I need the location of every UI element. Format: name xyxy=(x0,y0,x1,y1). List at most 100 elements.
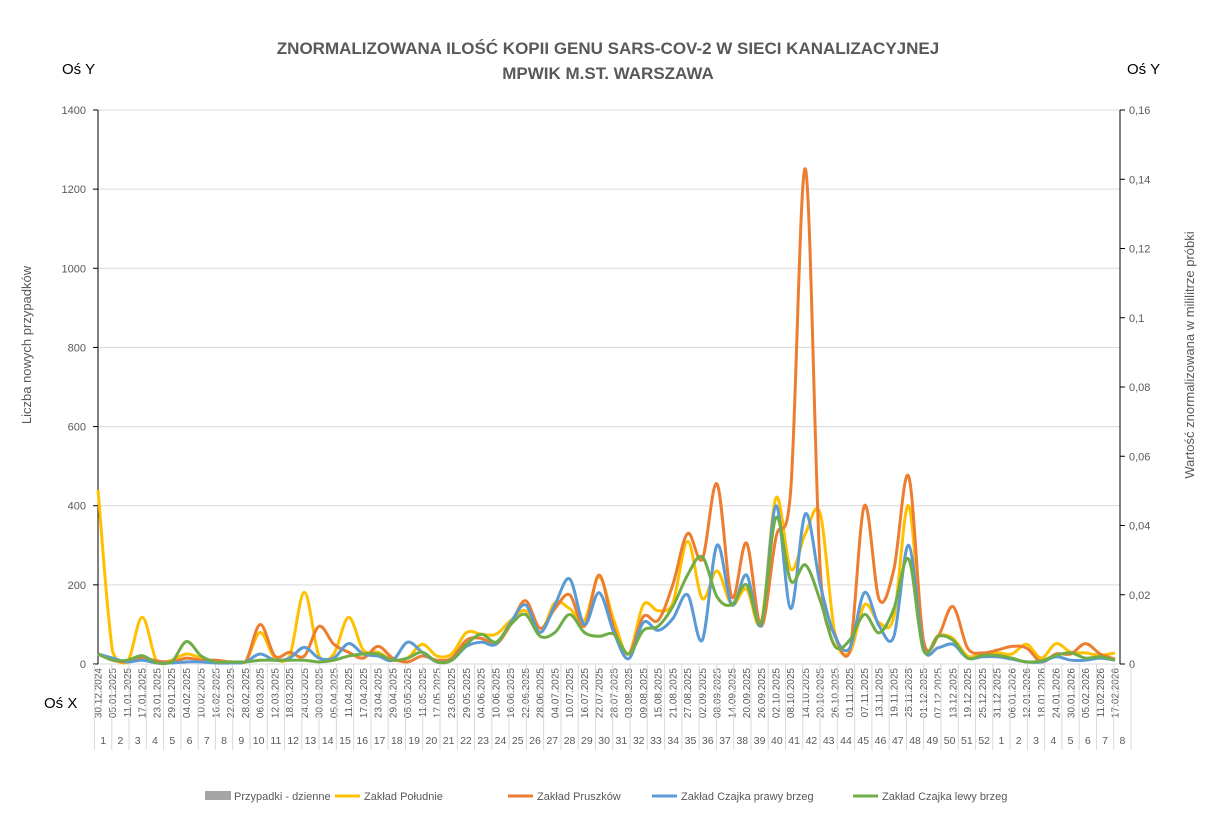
x-date-label: 09.08.2025 xyxy=(639,668,650,718)
week-number-label: 26 xyxy=(529,735,541,747)
week-number-label: 6 xyxy=(187,735,193,747)
week-number-label: 5 xyxy=(169,735,175,747)
week-number-label: 39 xyxy=(754,735,766,747)
week-number-label: 4 xyxy=(152,735,158,747)
week-number-label: 33 xyxy=(650,735,662,747)
week-number-label: 11 xyxy=(270,735,281,747)
left-tick-label: 1000 xyxy=(62,263,86,275)
week-number-label: 31 xyxy=(616,735,628,747)
right-axis-ticks: 0 0,02 0,04 0,06 0,08 0,1 0,12 0,14 0,16 xyxy=(1119,105,1150,671)
week-number-label: 44 xyxy=(840,735,852,747)
gridlines xyxy=(98,109,1120,665)
legend-label-1: Zakład Południe xyxy=(364,791,443,803)
x-date-label: 11.01.2025 xyxy=(123,668,134,718)
week-number-label: 43 xyxy=(823,735,835,747)
week-number-label: 51 xyxy=(961,735,973,747)
x-date-label: 02.10.2025 xyxy=(772,668,783,718)
week-number-label: 10 xyxy=(253,735,265,747)
x-date-label: 05.05.2025 xyxy=(403,668,414,718)
x-date-label: 12.03.2025 xyxy=(270,668,281,718)
x-date-label: 29.01.2025 xyxy=(167,668,178,718)
x-date-label: 11.04.2025 xyxy=(344,668,355,718)
x-date-label: 30.03.2025 xyxy=(315,668,326,718)
x-date-label: 16.02.2025 xyxy=(211,668,222,718)
left-tick-label: 200 xyxy=(68,580,86,592)
left-tick-label: 0 xyxy=(80,659,86,671)
week-number-label: 2 xyxy=(117,735,123,747)
week-number-label: 21 xyxy=(443,735,455,747)
week-number-label: 46 xyxy=(875,735,887,747)
week-number-label: 28 xyxy=(564,735,576,747)
left-axis-title: Liczba nowych przypadków xyxy=(19,265,34,424)
x-date-label: 07.12.2025 xyxy=(934,668,945,718)
right-tick-label: 0,14 xyxy=(1129,174,1150,186)
x-date-label: 04.02.2025 xyxy=(182,668,193,718)
left-tick-label: 600 xyxy=(68,422,86,434)
week-number-label: 40 xyxy=(771,735,783,747)
x-date-label: 10.02.2025 xyxy=(197,668,208,718)
week-number-label: 42 xyxy=(806,735,818,747)
week-number-label: 19 xyxy=(408,735,420,747)
x-axis-caption: Oś X xyxy=(44,695,77,712)
x-date-label: 08.10.2025 xyxy=(786,668,797,718)
week-number-label: 25 xyxy=(512,735,524,747)
week-number-label: 14 xyxy=(322,735,334,747)
x-date-label: 25.12.2025 xyxy=(978,668,989,718)
x-date-label: 18.01.2026 xyxy=(1037,668,1048,718)
week-number-label: 23 xyxy=(477,735,489,747)
x-date-label: 28.07.2025 xyxy=(609,668,620,718)
x-date-label: 31.12.2025 xyxy=(993,668,1004,718)
week-number-label: 20 xyxy=(426,735,438,747)
x-date-label: 23.01.2025 xyxy=(152,668,163,718)
x-date-label: 24.03.2025 xyxy=(300,668,311,718)
x-date-label: 22.07.2025 xyxy=(595,668,606,718)
x-date-label: 26.09.2025 xyxy=(757,668,768,718)
legend-swatch-0 xyxy=(205,791,231,800)
left-axis-caption: Oś Y xyxy=(62,61,95,78)
week-number-label: 3 xyxy=(1033,735,1039,747)
x-date-label: 05.02.2026 xyxy=(1081,668,1092,718)
week-number-label: 6 xyxy=(1085,735,1091,747)
week-number-label: 29 xyxy=(581,735,593,747)
week-number-label: 1 xyxy=(100,735,106,747)
legend-label-3: Zakład Czajka prawy brzeg xyxy=(681,791,814,803)
x-date-label: 16.06.2025 xyxy=(506,668,517,718)
right-tick-label: 0,08 xyxy=(1129,382,1150,394)
x-date-label: 17.04.2025 xyxy=(359,668,370,718)
x-date-label: 20.10.2025 xyxy=(816,668,827,718)
week-number-label: 7 xyxy=(204,735,210,747)
x-date-label: 01.12.2025 xyxy=(919,668,930,718)
left-tick-label: 1200 xyxy=(62,184,86,196)
week-number-label: 8 xyxy=(1119,735,1125,747)
x-date-label: 04.07.2025 xyxy=(550,668,561,718)
week-number-label: 27 xyxy=(546,735,558,747)
chart-title-line-2: MPWIK M.ST. WARSZAWA xyxy=(502,64,714,83)
week-number-label: 4 xyxy=(1050,735,1056,747)
week-number-label: 49 xyxy=(926,735,938,747)
x-date-label: 10.06.2025 xyxy=(491,668,502,718)
right-tick-label: 0,04 xyxy=(1129,521,1150,533)
x-date-label: 30.12.2024 xyxy=(94,668,105,718)
x-date-label: 16.07.2025 xyxy=(580,668,591,718)
x-date-label: 05.04.2025 xyxy=(329,668,340,718)
x-date-label: 14.09.2025 xyxy=(727,668,738,718)
x-date-label: 17.01.2025 xyxy=(138,668,149,718)
left-tick-label: 1400 xyxy=(62,105,86,117)
x-date-label: 10.07.2025 xyxy=(565,668,576,718)
x-date-label: 25.11.2025 xyxy=(904,668,915,718)
legend-label-2: Zakład Pruszków xyxy=(537,791,621,803)
x-date-label: 20.09.2025 xyxy=(742,668,753,718)
week-number-label: 45 xyxy=(857,735,869,747)
week-number-label: 15 xyxy=(339,735,351,747)
right-axis-caption: Oś Y xyxy=(1127,61,1160,78)
week-number-label: 22 xyxy=(460,735,472,747)
x-date-label: 28.02.2025 xyxy=(241,668,252,718)
x-date-label: 29.05.2025 xyxy=(462,668,473,718)
week-number-label: 5 xyxy=(1068,735,1074,747)
x-date-label: 22.02.2025 xyxy=(226,668,237,718)
x-date-label: 23.05.2025 xyxy=(447,668,458,718)
week-number-label: 38 xyxy=(736,735,748,747)
week-number-label: 34 xyxy=(667,735,679,747)
x-axis: 30.12.2024 05.01.2025 11.01.2025 17.01.2025… xyxy=(94,664,1132,750)
